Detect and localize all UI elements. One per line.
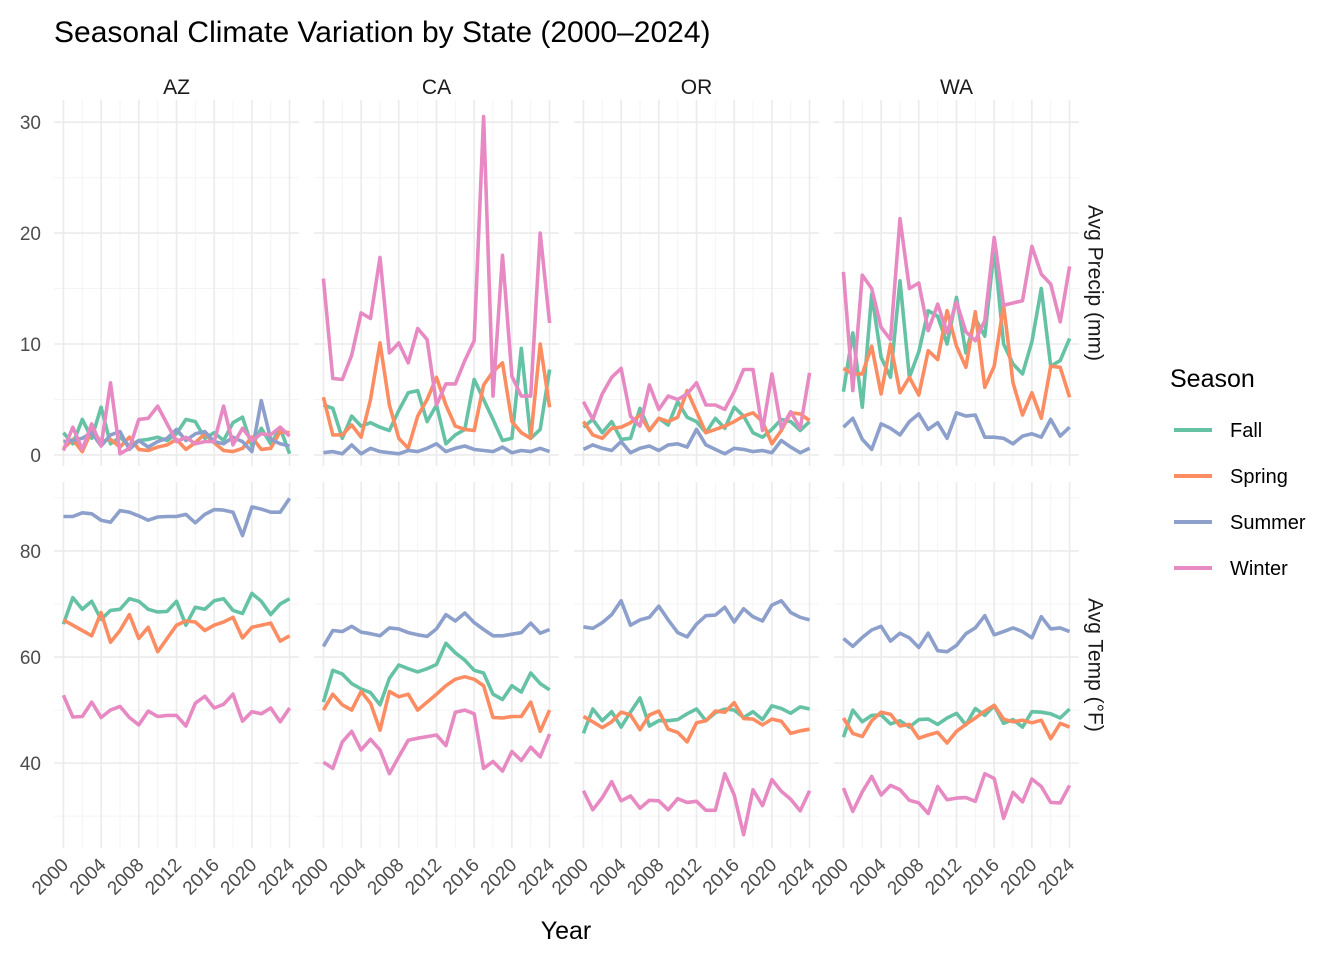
- strip-label-az: AZ: [163, 76, 190, 99]
- series-line-summer-ca-temp: [321, 611, 551, 648]
- series-line-winter-ca-temp: [322, 708, 552, 776]
- legend-label-summer: Summer: [1230, 512, 1306, 534]
- y-tick-label: 30: [20, 113, 41, 134]
- strip-label-or: OR: [681, 76, 713, 99]
- chart-title: Seasonal Climate Variation by State (200…: [54, 16, 711, 49]
- panel-precip-ca: [314, 100, 559, 466]
- series-line-summer-wa-precip: [842, 410, 1071, 452]
- series-line-winter-az-temp: [61, 692, 292, 728]
- y-tick-label: 0: [30, 446, 41, 467]
- x-axis-title: Year: [541, 917, 592, 945]
- legend-title: Season: [1170, 365, 1255, 393]
- series-line-spring-ca-precip: [321, 341, 552, 451]
- strip-label-wa: WA: [940, 76, 973, 99]
- series-line-winter-az-precip: [61, 380, 291, 456]
- series-line-winter-ca-precip: [321, 114, 552, 407]
- legend-item-spring: Spring: [1174, 466, 1288, 488]
- series-line-fall-ca-temp: [321, 641, 551, 707]
- series-line-fall-wa-temp: [841, 703, 1071, 738]
- series-line-fall-or-temp: [581, 696, 810, 735]
- series-line-summer-or-precip: [582, 427, 811, 456]
- series-line-spring-ca-temp: [321, 674, 552, 734]
- series-line-fall-wa-precip: [841, 246, 1072, 410]
- series-line-winter-or-precip: [581, 366, 812, 433]
- row-strip-label-temp: Avg Temp (°F): [1083, 598, 1106, 732]
- panel-precip-or: [574, 100, 819, 466]
- legend: Season Fall Spring Summer Winter: [1170, 365, 1306, 580]
- y-tick-label: 60: [20, 648, 41, 669]
- legend-item-fall: Fall: [1174, 420, 1262, 442]
- series-line-winter-wa-temp: [841, 771, 1072, 821]
- series-line-spring-wa-temp: [841, 703, 1071, 745]
- legend-item-summer: Summer: [1174, 512, 1306, 534]
- strip-label-ca: CA: [422, 76, 451, 99]
- series-line-spring-az-temp: [62, 610, 291, 654]
- y-tick-label: 20: [20, 224, 41, 245]
- panel-temp-or: [574, 482, 819, 848]
- legend-label-spring: Spring: [1230, 466, 1288, 488]
- panel-temp-wa: [834, 482, 1079, 848]
- panel-precip-az: [54, 100, 299, 466]
- panel-precip-wa: [834, 100, 1079, 466]
- legend-item-winter: Winter: [1174, 558, 1288, 580]
- series-line-winter-wa-precip: [841, 216, 1072, 393]
- series-line-summer-wa-temp: [842, 613, 1071, 654]
- y-tick-label: 40: [20, 754, 41, 775]
- series-line-summer-az-temp: [63, 497, 292, 538]
- series-line-winter-or-temp: [581, 771, 812, 837]
- legend-label-winter: Winter: [1230, 558, 1288, 580]
- series-line-summer-or-temp: [583, 598, 811, 639]
- legend-label-fall: Fall: [1230, 420, 1262, 442]
- series-line-spring-or-temp: [582, 700, 810, 744]
- series-line-fall-or-precip: [582, 399, 811, 442]
- panel-temp-ca: [314, 482, 559, 848]
- panel-temp-az: [54, 482, 299, 848]
- series-line-summer-ca-precip: [323, 441, 551, 456]
- series-line-spring-or-precip: [581, 388, 811, 446]
- y-tick-label: 80: [20, 542, 41, 563]
- series-line-fall-az-temp: [61, 591, 291, 628]
- series-line-spring-wa-precip: [842, 303, 1072, 421]
- row-strip-label-precip: Avg Precip (mm): [1083, 205, 1106, 361]
- y-tick-label: 10: [20, 335, 41, 356]
